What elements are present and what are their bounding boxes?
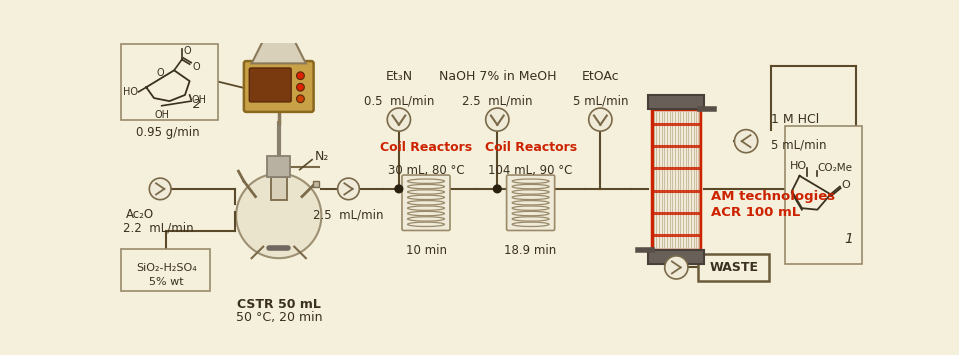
FancyBboxPatch shape — [698, 253, 769, 281]
Text: 18.9 min: 18.9 min — [504, 244, 557, 257]
Circle shape — [395, 185, 403, 193]
Text: 2: 2 — [194, 98, 201, 111]
Text: O: O — [156, 69, 164, 78]
Circle shape — [665, 256, 688, 279]
Text: HO: HO — [790, 161, 807, 171]
Text: 30 mL, 80 °C: 30 mL, 80 °C — [387, 164, 464, 177]
Text: CO₂Me: CO₂Me — [817, 163, 853, 173]
FancyBboxPatch shape — [249, 68, 292, 102]
Circle shape — [296, 83, 304, 91]
FancyBboxPatch shape — [784, 126, 861, 264]
Circle shape — [296, 72, 304, 80]
FancyBboxPatch shape — [313, 181, 319, 187]
FancyBboxPatch shape — [402, 175, 450, 230]
FancyBboxPatch shape — [122, 249, 210, 290]
Text: O: O — [841, 180, 850, 190]
Text: AM technologies: AM technologies — [712, 190, 835, 203]
Text: 1: 1 — [844, 232, 853, 246]
Text: WASTE: WASTE — [709, 261, 759, 274]
Circle shape — [236, 174, 321, 258]
FancyBboxPatch shape — [271, 178, 287, 201]
Text: 50 °C, 20 min: 50 °C, 20 min — [236, 311, 322, 323]
Text: 5 mL/min: 5 mL/min — [771, 138, 827, 151]
Text: HO: HO — [124, 87, 138, 97]
Text: 0.95 g/min: 0.95 g/min — [136, 126, 199, 139]
Text: EtOAc: EtOAc — [581, 70, 620, 83]
FancyBboxPatch shape — [122, 44, 218, 120]
Text: 5 mL/min: 5 mL/min — [573, 95, 628, 108]
Text: Coil Reactors: Coil Reactors — [380, 141, 472, 154]
Text: N₂: N₂ — [316, 150, 330, 163]
Text: 1 M HCl: 1 M HCl — [771, 113, 819, 126]
Text: SiO₂-H₂SO₄: SiO₂-H₂SO₄ — [136, 263, 197, 273]
Text: O: O — [193, 62, 200, 72]
FancyBboxPatch shape — [268, 156, 291, 178]
Text: Coil Reactors: Coil Reactors — [484, 141, 576, 154]
Polygon shape — [251, 40, 306, 64]
Text: OH: OH — [154, 110, 169, 120]
Text: OH: OH — [191, 94, 206, 105]
FancyBboxPatch shape — [648, 95, 704, 109]
Text: Et₃N: Et₃N — [386, 70, 412, 83]
Text: 5% wt: 5% wt — [149, 277, 184, 287]
Text: 2.5  mL/min: 2.5 mL/min — [314, 208, 384, 221]
FancyBboxPatch shape — [506, 175, 554, 230]
Text: 104 mL, 90 °C: 104 mL, 90 °C — [488, 164, 573, 177]
Text: 2.2  mL/min: 2.2 mL/min — [123, 221, 194, 234]
Circle shape — [589, 108, 612, 131]
Circle shape — [735, 130, 758, 153]
Text: 2.5  mL/min: 2.5 mL/min — [462, 95, 532, 108]
Circle shape — [296, 95, 304, 103]
Circle shape — [485, 108, 509, 131]
Text: 10 min: 10 min — [406, 244, 447, 257]
Text: Ac₂O: Ac₂O — [126, 208, 154, 221]
Circle shape — [338, 178, 360, 200]
FancyBboxPatch shape — [244, 61, 314, 112]
FancyBboxPatch shape — [652, 109, 700, 250]
Circle shape — [150, 178, 171, 200]
Text: CSTR 50 mL: CSTR 50 mL — [237, 298, 320, 311]
Circle shape — [494, 185, 502, 193]
FancyBboxPatch shape — [648, 250, 704, 264]
Text: NaOH 7% in MeOH: NaOH 7% in MeOH — [438, 70, 556, 83]
Circle shape — [387, 108, 410, 131]
Text: O: O — [183, 46, 191, 56]
Text: ACR 100 mL: ACR 100 mL — [712, 206, 801, 218]
Text: 0.5  mL/min: 0.5 mL/min — [363, 95, 434, 108]
